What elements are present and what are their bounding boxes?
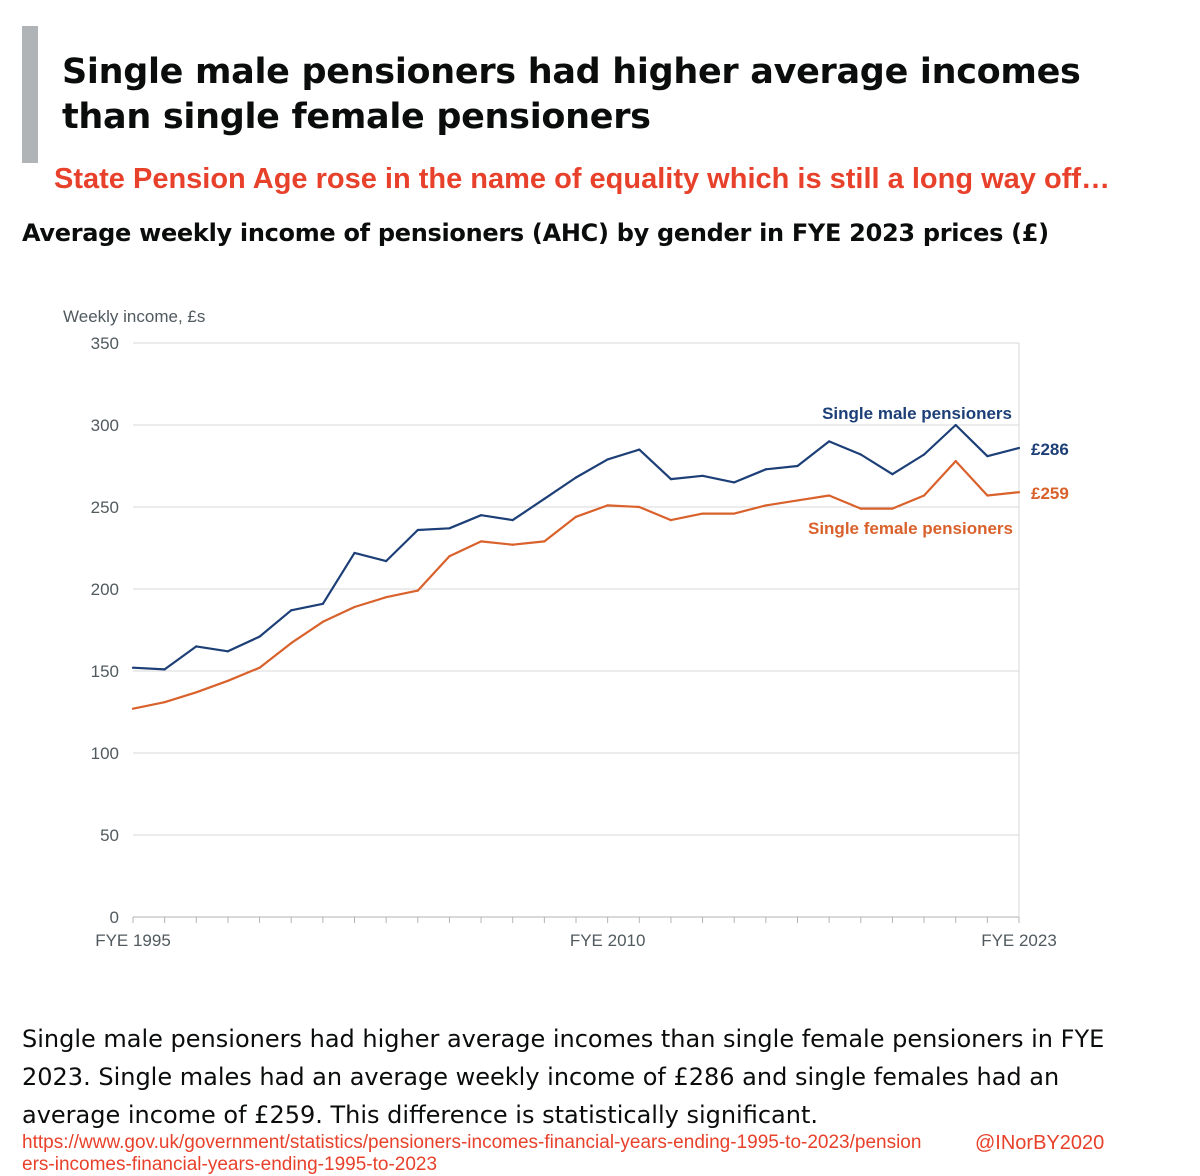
data-point (606, 458, 609, 461)
data-point (733, 481, 736, 484)
y-tick-label: 250 (91, 498, 119, 517)
data-point (701, 512, 704, 515)
data-point (669, 519, 673, 522)
data-point (416, 589, 419, 592)
data-point (163, 668, 166, 671)
grid-lines (133, 342, 1020, 918)
data-point (131, 666, 135, 669)
data-point (764, 468, 767, 471)
data-point (385, 560, 388, 563)
y-tick-label: 150 (91, 662, 119, 681)
data-point (258, 666, 261, 669)
data-point (195, 691, 198, 694)
data-point (1017, 491, 1021, 494)
line-chart: Weekly income, £s 050100150200250300350 … (63, 307, 1069, 950)
data-point (733, 512, 736, 515)
chart-title: Average weekly income of pensioners (AHC… (22, 219, 1049, 247)
y-tick-label: 0 (110, 908, 119, 927)
data-point (606, 504, 609, 507)
data-point (922, 494, 926, 497)
x-tick-label: FYE 1995 (95, 931, 171, 950)
x-tick-label: FYE 2023 (981, 931, 1057, 950)
data-point (669, 478, 673, 481)
data-point (290, 642, 293, 645)
y-tick-label: 50 (100, 826, 119, 845)
data-point (163, 701, 166, 704)
data-point (922, 453, 926, 456)
data-point (543, 497, 546, 500)
series-lines (131, 423, 1021, 710)
data-point (511, 543, 514, 546)
y-tick-label: 100 (91, 744, 119, 763)
end-value-label: £286 (1031, 440, 1069, 459)
end-value-label: £259 (1031, 484, 1069, 503)
data-point (321, 620, 324, 623)
data-point (764, 504, 767, 507)
data-point (131, 707, 135, 710)
data-point (448, 527, 451, 530)
annotation-text: State Pension Age rose in the name of eq… (54, 163, 1111, 195)
x-axis: FYE 1995 FYE 2010 FYE 2023 (95, 917, 1057, 950)
data-point (353, 551, 356, 555)
data-point (859, 507, 862, 510)
data-point (353, 605, 356, 609)
data-point (511, 519, 514, 522)
data-point (859, 453, 862, 456)
y-axis-label: Weekly income, £s (63, 307, 205, 326)
data-point (701, 474, 704, 477)
data-point (891, 507, 894, 510)
series-name-male: Single male pensioners (822, 404, 1012, 423)
data-point (986, 494, 989, 497)
series-line-male (132, 423, 1020, 671)
data-point (195, 645, 198, 648)
data-point (479, 540, 483, 543)
series-line-female (132, 460, 1020, 710)
title-accent-bar (22, 26, 38, 163)
y-tick-label: 300 (91, 416, 119, 435)
data-point (479, 514, 483, 517)
data-point (954, 459, 957, 463)
data-point (828, 494, 831, 497)
series-labels: £286 £259 Single male pensioners Single fem… (808, 404, 1069, 538)
data-point (954, 423, 957, 427)
series-name-female: Single female pensioners (808, 519, 1013, 538)
data-point (226, 650, 230, 653)
data-point (828, 440, 831, 443)
chart-caption: Single male pensioners had higher averag… (22, 1025, 1105, 1129)
data-point (796, 499, 799, 502)
data-point (416, 528, 419, 532)
y-tick-label: 200 (91, 580, 119, 599)
data-point (638, 505, 641, 509)
y-tick-label: 350 (91, 334, 119, 353)
data-point (891, 473, 894, 476)
data-point (448, 555, 451, 558)
page-headline: Single male pensioners had higher averag… (62, 52, 1081, 137)
data-point (574, 476, 578, 479)
data-point (986, 455, 989, 458)
data-point (796, 464, 799, 468)
x-tick-label: FYE 2010 (570, 931, 646, 950)
data-point (638, 448, 641, 451)
data-point (290, 609, 293, 612)
data-point (258, 635, 261, 638)
data-point (543, 540, 546, 543)
data-point (1017, 446, 1021, 450)
data-point (321, 602, 324, 605)
source-link[interactable]: https://www.gov.uk/government/statistics… (22, 1132, 922, 1175)
data-point (385, 596, 388, 599)
data-point (574, 515, 578, 518)
author-handle: @INorBY2020 (975, 1132, 1105, 1154)
y-axis-ticks: 0 50 100 150 200 250 300 350 (91, 334, 119, 927)
data-point (226, 679, 230, 682)
